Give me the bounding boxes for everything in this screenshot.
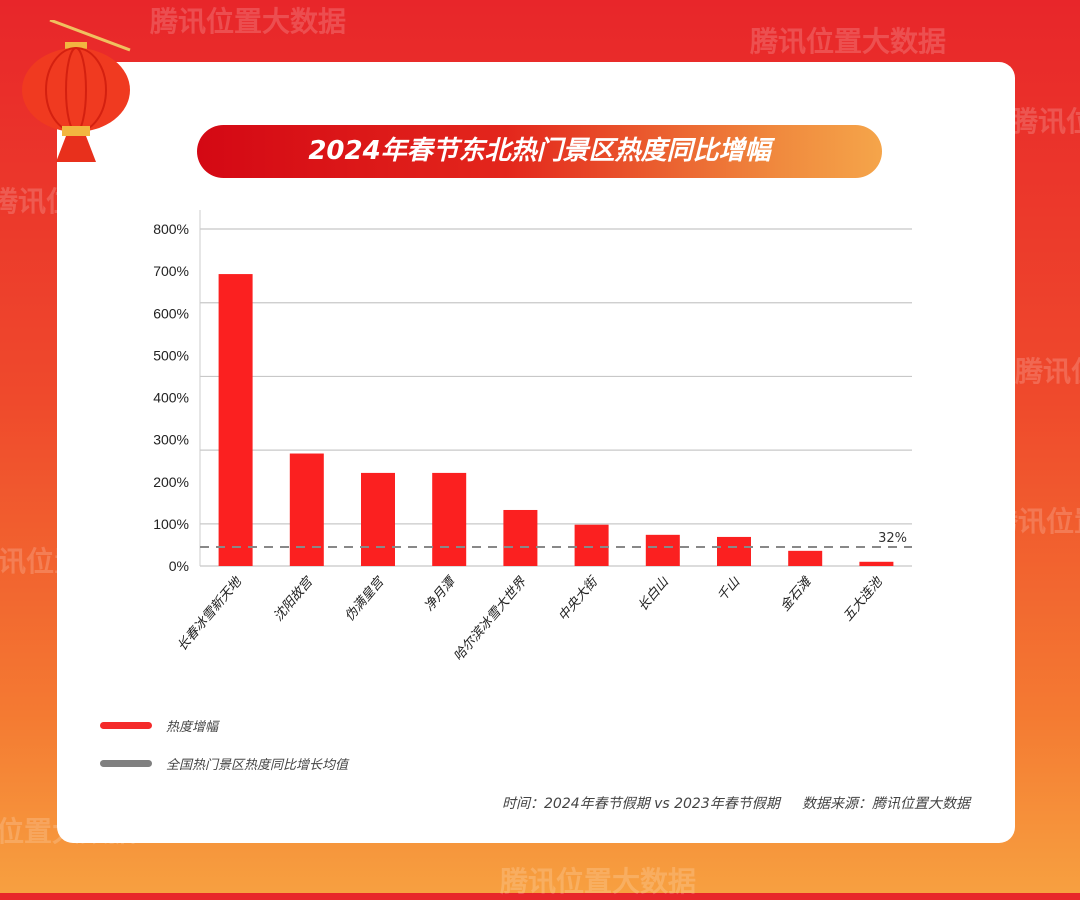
y-tick-label: 400%	[153, 390, 189, 406]
x-tick-label: 长白山	[635, 574, 672, 614]
bar	[717, 536, 751, 566]
y-tick-label: 300%	[153, 432, 189, 448]
y-tick-label: 600%	[153, 305, 189, 321]
y-tick-label: 700%	[153, 263, 189, 279]
x-tick-label: 净月潭	[422, 573, 460, 614]
x-tick-label: 中央大街	[556, 573, 602, 624]
x-tick-label: 伪满皇宫	[342, 573, 388, 624]
bar	[574, 524, 609, 566]
bar	[788, 550, 823, 566]
x-tick-label: 哈尔滨冰雪大世界	[451, 574, 530, 664]
y-tick-label: 500%	[153, 347, 189, 363]
legend-item-bar: 热度增幅	[100, 716, 218, 735]
legend-label: 热度增幅	[166, 720, 219, 735]
y-tick-label: 200%	[153, 474, 189, 490]
watermark: 腾讯位置大数据	[150, 5, 347, 38]
x-tick-label: 千山	[715, 574, 744, 604]
footer-note: 时间：2024年春节假期 vs 2023年春节假期 数据来源：腾讯位置大数据	[502, 796, 970, 812]
legend-swatch-red	[100, 722, 152, 729]
bar	[645, 534, 680, 566]
bar	[361, 472, 395, 566]
watermark: 腾讯位置大数据	[750, 25, 947, 58]
legend-swatch-gray	[100, 760, 152, 767]
bar	[289, 453, 324, 566]
chart-title: 2024年春节东北热门景区热度同比增幅	[197, 125, 882, 178]
average-line-label: 32%	[878, 531, 907, 546]
y-tick-label: 800%	[153, 221, 189, 237]
bar	[859, 561, 894, 566]
x-tick-label: 长春冰雪新天地	[175, 573, 246, 654]
x-tick-label: 五大连池	[841, 573, 887, 624]
watermark: 腾讯位置大数据	[1015, 355, 1080, 388]
legend-item-line: 全国热门景区热度同比增长均值	[100, 754, 348, 773]
bar	[503, 509, 538, 566]
legend-label: 全国热门景区热度同比增长均值	[166, 758, 349, 773]
bar	[432, 472, 467, 566]
x-tick-label: 沈阳故宫	[271, 573, 317, 624]
lantern-icon	[22, 20, 131, 162]
watermark: 腾讯位置大数据	[1010, 105, 1080, 138]
bar	[218, 274, 253, 566]
y-tick-label: 100%	[153, 516, 189, 532]
y-tick-label: 0%	[169, 558, 189, 574]
chart-card	[57, 62, 1015, 843]
x-tick-label: 金石滩	[777, 573, 816, 615]
